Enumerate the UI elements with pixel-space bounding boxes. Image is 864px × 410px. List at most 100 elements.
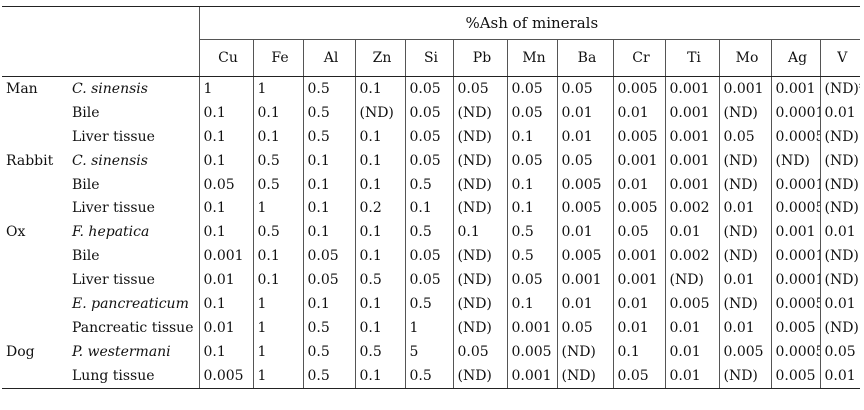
value-cell-cr: 0.001 (612, 148, 665, 173)
host-cell (2, 196, 56, 220)
minerals-table: %Ash of minerals Cu Fe Al Zn Si Pb Mn Ba Cr Ti Mo A… (2, 6, 861, 389)
value-cell-mo: (ND) (718, 172, 771, 197)
value-cell-ag: 0.005 (770, 363, 820, 389)
value-cell-v: (ND) (819, 172, 861, 197)
value-cell-pb: 0.1 (452, 220, 507, 245)
value-cell-cu: 0.1 (198, 196, 253, 221)
column-header-mo: Mo (718, 39, 771, 77)
value-cell-mo: 0.001 (718, 76, 771, 101)
host-cell (2, 244, 56, 268)
value-cell-mn: 0.1 (506, 196, 557, 221)
value-cell-ti: (ND) (664, 268, 719, 293)
value-cell-mn: 0.05 (506, 76, 557, 101)
parasite-species-cell: P. westermani (72, 343, 171, 360)
parasite-species-cell: C. sinensis (72, 152, 148, 169)
value-cell-al: 0.1 (302, 196, 355, 221)
value-cell-cr: 0.005 (612, 76, 665, 101)
value-cell-cr: 0.01 (612, 172, 665, 197)
value-cell-ba: 0.01 (556, 292, 613, 316)
value-cell-si: 0.05 (404, 148, 453, 173)
value-cell-si: 0.05 (404, 100, 453, 125)
value-cell-fe: 1 (252, 292, 303, 316)
value-cell-cr: 0.001 (612, 244, 665, 269)
table-row: Bile 0.001 0.1 0.05 0.1 0.05 (ND) 0.5 0.005 0.001… (2, 244, 861, 269)
value-cell-al: 0.5 (302, 76, 355, 101)
value-cell-ba: 0.05 (556, 315, 613, 340)
value-cell-si: 0.05 (404, 268, 453, 293)
value-cell-fe: 1 (252, 339, 303, 364)
value-cell-cu: 0.05 (198, 172, 253, 197)
value-cell-mo: 0.05 (718, 124, 771, 149)
value-cell-ag: 0.0005 (770, 124, 820, 149)
host-cell (2, 292, 56, 316)
value-cell-ag: 0.001 (770, 220, 820, 245)
value-cell-cr: 0.05 (612, 220, 665, 245)
value-cell-mo: 0.01 (718, 196, 771, 221)
value-cell-mn: 0.001 (506, 315, 557, 340)
value-cell-zn: 0.1 (354, 315, 405, 340)
value-cell-fe: 0.1 (252, 244, 303, 269)
value-cell-mo: (ND) (718, 244, 771, 269)
value-cell-zn: 0.1 (354, 172, 405, 197)
column-header-cr: Cr (612, 39, 665, 77)
value-cell-v: 0.05 (819, 339, 861, 364)
value-cell-mo: 0.01 (718, 268, 771, 293)
column-header-ag: Ag (770, 39, 820, 77)
value-cell-cr: 0.005 (612, 124, 665, 149)
host-cell (2, 173, 56, 197)
tissue-cell: Liver tissue (72, 200, 155, 217)
value-cell-ba: 0.001 (556, 268, 613, 293)
value-cell-fe: 1 (252, 315, 303, 340)
value-cell-al: 0.1 (302, 172, 355, 197)
value-cell-ti: 0.001 (664, 148, 719, 173)
value-cell-al: 0.5 (302, 315, 355, 340)
value-cell-si: 5 (404, 339, 453, 364)
tissue-cell: Liver tissue (72, 272, 155, 289)
value-cell-mo: 0.01 (718, 315, 771, 340)
table-row: Ox F. hepatica 0.1 0.5 0.1 0.1 0.5 0.1 0.5 0.01 0.… (2, 220, 861, 245)
value-cell-cr: 0.005 (612, 196, 665, 221)
value-cell-ba: 0.005 (556, 196, 613, 221)
value-cell-al: 0.5 (302, 339, 355, 364)
value-cell-fe: 0.1 (252, 100, 303, 125)
value-cell-ag: 0.0001 (770, 244, 820, 269)
table-row: Liver tissue 0.1 1 0.1 0.2 0.1 (ND) 0.1 0.005 0.0… (2, 196, 861, 221)
value-cell-zn: (ND) (354, 100, 405, 125)
title-row: %Ash of minerals (2, 6, 861, 40)
value-cell-pb: (ND) (452, 148, 507, 173)
value-cell-cu: 0.1 (198, 339, 253, 364)
table-body: Man C. sinensis 1 1 0.5 0.1 0.05 0.05 0.05 0.05 0.… (2, 76, 861, 389)
value-cell-fe: 0.5 (252, 220, 303, 245)
value-cell-mn: 0.05 (506, 268, 557, 293)
value-cell-zn: 0.1 (354, 363, 405, 389)
host-cell: Man (6, 80, 38, 97)
host-cell (2, 268, 56, 292)
value-cell-fe: 1 (252, 363, 303, 389)
value-cell-v: 0.01 (819, 220, 861, 245)
value-cell-v: (ND)* (819, 76, 861, 101)
column-header-v: V (819, 39, 861, 77)
value-cell-cu: 0.1 (198, 220, 253, 245)
value-cell-si: 0.05 (404, 76, 453, 101)
value-cell-ba: (ND) (556, 363, 613, 389)
value-cell-v: (ND) (819, 315, 861, 340)
column-header-row: Cu Fe Al Zn Si Pb Mn Ba Cr Ti Mo Ag V (2, 39, 861, 77)
value-cell-ag: 0.0001 (770, 172, 820, 197)
table-title: %Ash of minerals (198, 6, 861, 40)
table-row: Pancreatic tissue 0.01 1 0.5 0.1 1 (ND) 0.001 0.… (2, 315, 861, 340)
value-cell-cu: 0.001 (198, 244, 253, 269)
value-cell-mn: 0.5 (506, 220, 557, 245)
value-cell-cr: 0.01 (612, 292, 665, 316)
value-cell-pb: 0.05 (452, 339, 507, 364)
host-cell: Ox (6, 224, 26, 241)
value-cell-zn: 0.5 (354, 339, 405, 364)
value-cell-ba: (ND) (556, 339, 613, 364)
column-header-ba: Ba (556, 39, 613, 77)
host-cell: Dog (6, 343, 35, 360)
value-cell-al: 0.05 (302, 244, 355, 269)
value-cell-al: 0.5 (302, 363, 355, 389)
table-row: Bile 0.05 0.5 0.1 0.1 0.5 (ND) 0.1 0.005 0.01 0.00… (2, 172, 861, 197)
value-cell-pb: (ND) (452, 124, 507, 149)
value-cell-ag: 0.0005 (770, 339, 820, 364)
value-cell-pb: (ND) (452, 292, 507, 316)
